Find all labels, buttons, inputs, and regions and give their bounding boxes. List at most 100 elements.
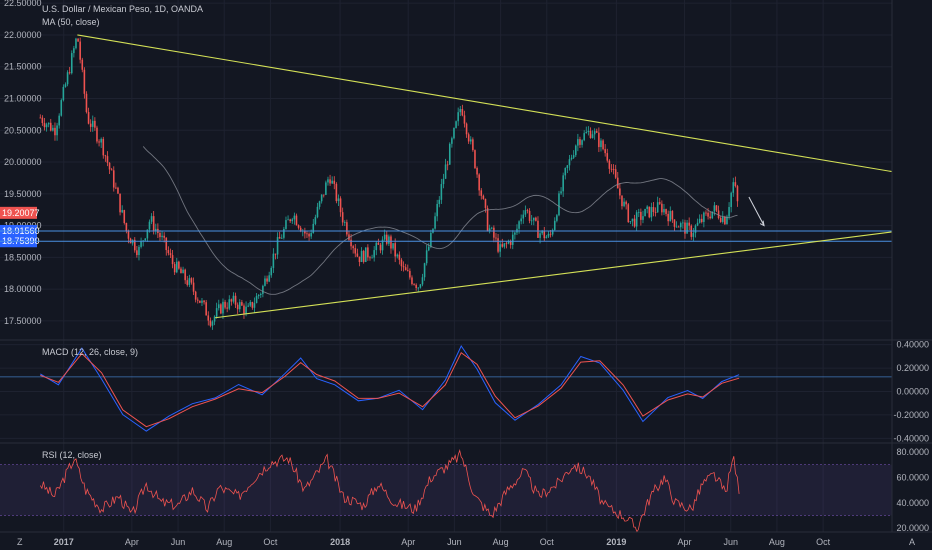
candle-body[interactable]	[255, 296, 258, 304]
candle-body[interactable]	[692, 233, 695, 237]
candle-body[interactable]	[459, 109, 462, 113]
candle-body[interactable]	[442, 178, 445, 185]
candle-body[interactable]	[591, 134, 594, 138]
candle-body[interactable]	[472, 139, 474, 151]
candle-body[interactable]	[190, 278, 193, 283]
candle-body[interactable]	[373, 250, 375, 258]
trendline[interactable]	[215, 231, 893, 319]
candle-body[interactable]	[89, 123, 92, 127]
candle-body[interactable]	[465, 123, 468, 135]
candle-body[interactable]	[217, 304, 220, 309]
candle-body[interactable]	[125, 223, 128, 232]
candle-body[interactable]	[421, 277, 424, 285]
candle-body[interactable]	[711, 211, 714, 219]
candle-body[interactable]	[616, 177, 619, 189]
candle-body[interactable]	[684, 222, 686, 234]
candle-body[interactable]	[398, 254, 401, 260]
candle-body[interactable]	[385, 234, 388, 244]
candle-body[interactable]	[102, 138, 105, 156]
candle-body[interactable]	[532, 217, 535, 221]
candle-body[interactable]	[329, 179, 331, 184]
candle-body[interactable]	[346, 222, 348, 235]
candle-body[interactable]	[253, 303, 256, 308]
candle-body[interactable]	[425, 250, 428, 264]
candle-body[interactable]	[119, 193, 121, 213]
candle-body[interactable]	[484, 198, 487, 208]
candle-body[interactable]	[341, 212, 344, 223]
candle-body[interactable]	[520, 218, 522, 222]
candle-body[interactable]	[274, 253, 277, 255]
candle-body[interactable]	[526, 210, 529, 212]
candle-body[interactable]	[350, 239, 352, 247]
candle-body[interactable]	[646, 206, 648, 209]
candle-body[interactable]	[404, 267, 407, 271]
candle-body[interactable]	[627, 204, 630, 223]
candle-body[interactable]	[434, 216, 436, 229]
candle-body[interactable]	[539, 233, 541, 238]
candle-body[interactable]	[241, 302, 243, 306]
candle-body[interactable]	[381, 239, 384, 251]
candle-body[interactable]	[650, 207, 653, 218]
candle-body[interactable]	[257, 294, 260, 297]
candle-body[interactable]	[444, 164, 447, 179]
candle-body[interactable]	[79, 41, 81, 60]
candle-body[interactable]	[528, 210, 531, 221]
candle-body[interactable]	[427, 246, 430, 251]
candle-body[interactable]	[68, 72, 71, 74]
candle-body[interactable]	[163, 235, 165, 238]
candle-body[interactable]	[383, 234, 386, 240]
candle-body[interactable]	[467, 134, 470, 142]
candle-body[interactable]	[173, 264, 176, 273]
candle-body[interactable]	[100, 138, 102, 143]
candle-body[interactable]	[589, 130, 592, 138]
candle-body[interactable]	[535, 217, 537, 221]
candle-body[interactable]	[551, 229, 554, 235]
candle-body[interactable]	[251, 302, 254, 308]
candle-body[interactable]	[289, 219, 291, 222]
candle-body[interactable]	[507, 241, 510, 244]
candle-body[interactable]	[192, 282, 195, 292]
candle-body[interactable]	[560, 191, 562, 194]
candle-body[interactable]	[77, 38, 79, 42]
candle-body[interactable]	[423, 263, 426, 278]
candle-body[interactable]	[213, 316, 216, 322]
candle-body[interactable]	[593, 131, 596, 135]
candle-body[interactable]	[167, 250, 170, 254]
candle-body[interactable]	[677, 226, 680, 228]
candle-body[interactable]	[171, 255, 174, 265]
candle-body[interactable]	[136, 250, 138, 256]
candle-body[interactable]	[493, 227, 495, 238]
candle-body[interactable]	[343, 222, 346, 223]
candle-body[interactable]	[524, 210, 527, 215]
candle-body[interactable]	[707, 212, 709, 217]
candle-body[interactable]	[150, 216, 153, 222]
main-price-pane[interactable]	[0, 34, 893, 330]
candle-body[interactable]	[186, 280, 189, 285]
candle-body[interactable]	[73, 48, 75, 54]
candle-body[interactable]	[278, 237, 281, 239]
candle-body[interactable]	[669, 211, 672, 222]
candle-body[interactable]	[316, 206, 319, 218]
candle-body[interactable]	[331, 180, 333, 184]
candle-body[interactable]	[400, 259, 403, 267]
candle-body[interactable]	[610, 168, 613, 170]
candle-body[interactable]	[654, 212, 657, 213]
candle-body[interactable]	[698, 218, 701, 223]
candle-body[interactable]	[358, 256, 361, 263]
candle-body[interactable]	[56, 125, 58, 136]
candle-body[interactable]	[209, 320, 212, 326]
candle-body[interactable]	[556, 215, 558, 221]
candle-body[interactable]	[161, 235, 163, 238]
candle-body[interactable]	[583, 133, 585, 141]
candle-body[interactable]	[148, 221, 151, 230]
candle-body[interactable]	[482, 195, 485, 199]
candle-body[interactable]	[635, 212, 638, 227]
candle-body[interactable]	[455, 121, 457, 128]
candle-body[interactable]	[572, 155, 575, 158]
candle-body[interactable]	[106, 156, 109, 163]
candle-body[interactable]	[686, 222, 688, 234]
candle-body[interactable]	[232, 295, 235, 302]
candle-body[interactable]	[656, 202, 659, 213]
candle-body[interactable]	[64, 84, 67, 87]
candle-body[interactable]	[47, 122, 50, 125]
